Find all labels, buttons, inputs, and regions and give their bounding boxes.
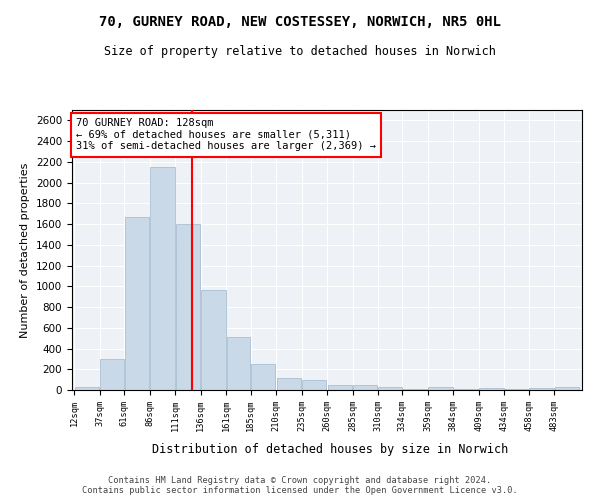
Bar xyxy=(555,388,580,390)
Bar xyxy=(529,388,554,390)
Y-axis label: Number of detached properties: Number of detached properties xyxy=(20,162,31,338)
Text: 70, GURNEY ROAD, NEW COSTESSEY, NORWICH, NR5 0HL: 70, GURNEY ROAD, NEW COSTESSEY, NORWICH,… xyxy=(99,15,501,29)
Bar xyxy=(328,385,352,390)
Bar xyxy=(379,387,402,390)
Text: Contains HM Land Registry data © Crown copyright and database right 2024.
Contai: Contains HM Land Registry data © Crown c… xyxy=(82,476,518,495)
Bar xyxy=(302,380,326,390)
Bar xyxy=(277,378,301,390)
Text: Distribution of detached houses by size in Norwich: Distribution of detached houses by size … xyxy=(152,444,508,456)
Bar xyxy=(176,224,200,390)
Text: Size of property relative to detached houses in Norwich: Size of property relative to detached ho… xyxy=(104,45,496,58)
Text: 70 GURNEY ROAD: 128sqm
← 69% of detached houses are smaller (5,311)
31% of semi-: 70 GURNEY ROAD: 128sqm ← 69% of detached… xyxy=(76,118,376,152)
Bar xyxy=(74,388,99,390)
Bar xyxy=(353,385,377,390)
Bar xyxy=(125,217,149,390)
Bar xyxy=(100,359,124,390)
Bar xyxy=(428,387,453,390)
Bar xyxy=(479,388,504,390)
Bar xyxy=(251,364,275,390)
Bar xyxy=(227,337,250,390)
Bar xyxy=(201,290,226,390)
Bar xyxy=(150,167,175,390)
